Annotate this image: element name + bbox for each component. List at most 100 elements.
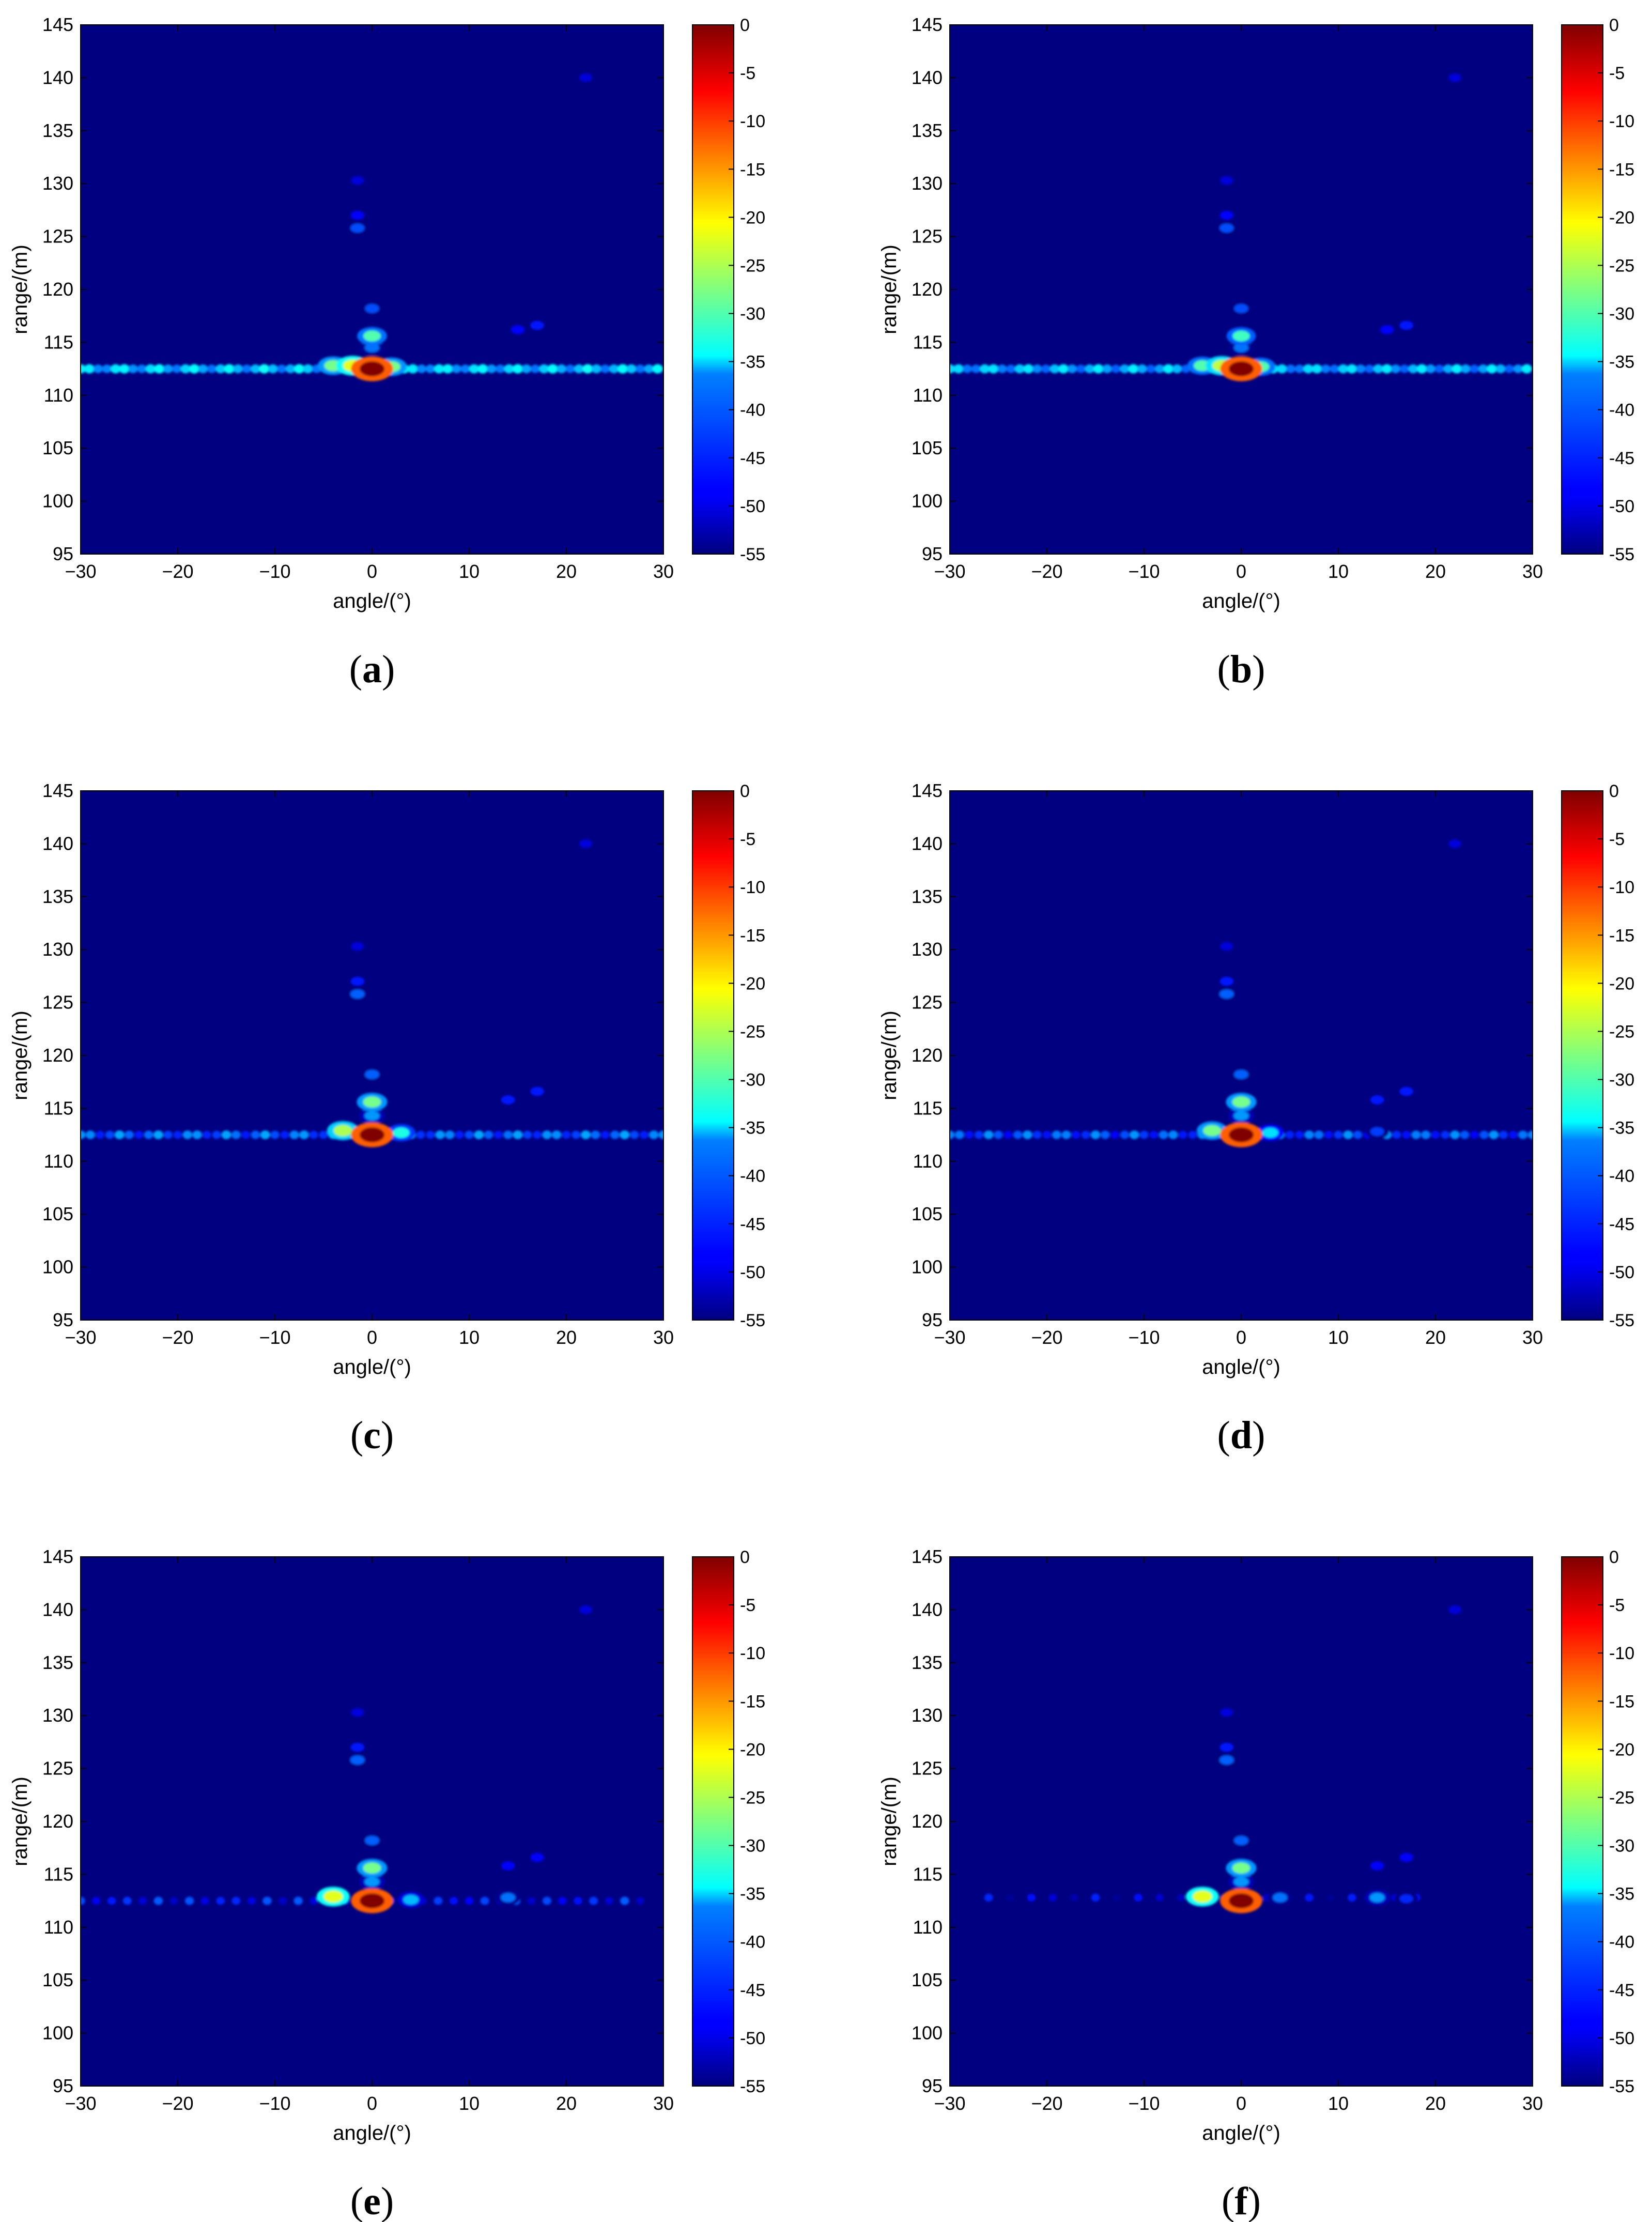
sidelobe-mark	[122, 1896, 132, 1905]
heatmap-background	[81, 791, 663, 1320]
x-tick-label: −30	[934, 1327, 965, 1348]
sidelobe-mark	[1049, 364, 1060, 374]
x-tick-label: −20	[162, 2093, 193, 2114]
colorbar-tick-label: -35	[740, 353, 765, 372]
y-tick-label: 145	[42, 780, 73, 801]
sidelobe-mark	[1305, 1893, 1314, 1902]
sidelobe-mark	[574, 364, 584, 374]
sidelobe-mark	[1003, 1131, 1012, 1139]
sidelobe-mark	[1023, 1130, 1032, 1139]
colorbar-tick-label: -55	[1609, 1311, 1634, 1330]
sidelobe-mark	[221, 1130, 231, 1140]
sidelobe-mark	[626, 364, 637, 374]
sidelobe-mark	[1178, 1131, 1187, 1139]
x-tick-label: −20	[162, 1327, 193, 1348]
hotspot-mark	[501, 1095, 515, 1105]
panel-c: −30 −20 −10 0 10 20 30 95 100 105 110 115 120 125 130 1…	[9, 780, 765, 1457]
sidelobe-mark	[965, 1131, 974, 1139]
sidelobe-mark	[289, 1130, 299, 1139]
x-tick-label: −30	[65, 561, 96, 582]
sidelobe-mark	[119, 364, 130, 374]
sidelobe-mark	[1013, 1130, 1023, 1139]
sidelobe-mark	[445, 1130, 455, 1139]
sidelobe-mark	[84, 364, 95, 374]
sidelobe-mark	[984, 1893, 993, 1902]
colorbar-tick-label: -40	[1609, 1933, 1634, 1952]
sidelobe-mark	[1450, 1130, 1460, 1139]
panel-b: −30 −20 −10 0 10 20 30 95 100 105 110 115 120 125 130 1…	[878, 14, 1634, 691]
sidelobe-mark	[435, 1130, 445, 1140]
colorbar-tick-label: -30	[740, 304, 765, 324]
y-tick-label: 135	[42, 886, 73, 907]
panel-caption-letter: c	[363, 1414, 381, 1457]
sidelobe-mark	[172, 364, 182, 373]
x-tick-label: 0	[1236, 1327, 1246, 1348]
sidelobe-mark	[1032, 364, 1042, 373]
hotspot-mark	[1233, 1877, 1249, 1887]
sidelobe-mark	[137, 364, 147, 373]
sidelobe-mark	[231, 1130, 241, 1139]
y-tick-label: 135	[912, 1652, 943, 1673]
sidelobe-mark	[233, 364, 243, 374]
colorbar-tick-label: -45	[740, 1981, 765, 2000]
colorbar-tick-label: -25	[740, 256, 765, 275]
sidelobe-mark	[1006, 364, 1016, 373]
sidelobe-mark	[620, 1896, 629, 1905]
hotspot-mark	[350, 223, 365, 233]
sidelobe-mark	[1061, 1130, 1071, 1139]
sidelobe-mark	[658, 1130, 663, 1139]
sidelobe-mark	[263, 1896, 272, 1905]
y-tick-label: 95	[922, 543, 943, 564]
sidelobe-mark	[1110, 1131, 1119, 1139]
hotspot-mark	[360, 361, 384, 376]
colorbar-tick-label: -10	[740, 112, 765, 131]
sidelobe-mark	[1460, 1130, 1470, 1139]
hotspot-mark	[1234, 1070, 1248, 1079]
x-tick-label: 20	[1425, 561, 1446, 582]
y-tick-label: 110	[44, 1917, 73, 1938]
sidelobe-mark	[533, 1130, 542, 1139]
y-tick-label: 145	[42, 1546, 73, 1567]
sidelobe-mark	[173, 1130, 182, 1139]
sidelobe-mark	[469, 364, 480, 374]
hotspot-mark	[1399, 1894, 1413, 1903]
sidelobe-mark	[1478, 364, 1488, 374]
colorbar-tick-label: -20	[740, 974, 765, 993]
hotspot-mark	[511, 325, 524, 334]
sidelobe-mark	[539, 364, 549, 374]
hotspot-mark	[1369, 1893, 1385, 1903]
y-tick-label: 120	[42, 279, 73, 300]
hotspot-mark	[333, 1125, 352, 1137]
x-tick-label: −10	[1128, 561, 1160, 582]
heatmap-background	[950, 791, 1533, 1320]
y-tick-label: 110	[913, 1917, 943, 1938]
sidelobe-mark	[486, 364, 497, 374]
x-tick-label: −10	[259, 561, 290, 582]
sidelobe-mark	[203, 1130, 211, 1139]
hotspot-mark	[1229, 1893, 1254, 1909]
sidelobe-mark	[169, 1897, 178, 1905]
sidelobe-mark	[1452, 364, 1462, 374]
sidelobe-mark	[629, 1130, 639, 1139]
y-tick-label: 140	[42, 833, 73, 854]
colorbar-tick-label: -10	[1609, 1644, 1634, 1663]
sidelobe-mark	[1518, 1130, 1528, 1139]
heatmap-background	[950, 25, 1533, 554]
sidelobe-mark	[163, 1130, 173, 1139]
sidelobe-mark	[1324, 1131, 1333, 1139]
sidelobe-mark	[636, 1897, 644, 1905]
sidelobe-mark	[96, 1130, 104, 1139]
x-tick-label: −10	[1128, 2093, 1160, 2114]
y-tick-label: 125	[912, 992, 943, 1013]
sidelobe-mark	[465, 1130, 474, 1139]
colorbar-tick-label: -35	[1609, 1118, 1634, 1138]
colorbar	[1561, 24, 1603, 555]
colorbar-tick-label: -30	[740, 1836, 765, 1856]
y-tick-label: 135	[912, 120, 943, 141]
sidelobe-mark	[105, 1130, 115, 1139]
sidelobe-mark	[1155, 1894, 1164, 1902]
panel-caption-letter: e	[363, 2180, 381, 2222]
sidelobe-mark	[496, 364, 505, 373]
sidelobe-mark	[310, 1897, 318, 1905]
